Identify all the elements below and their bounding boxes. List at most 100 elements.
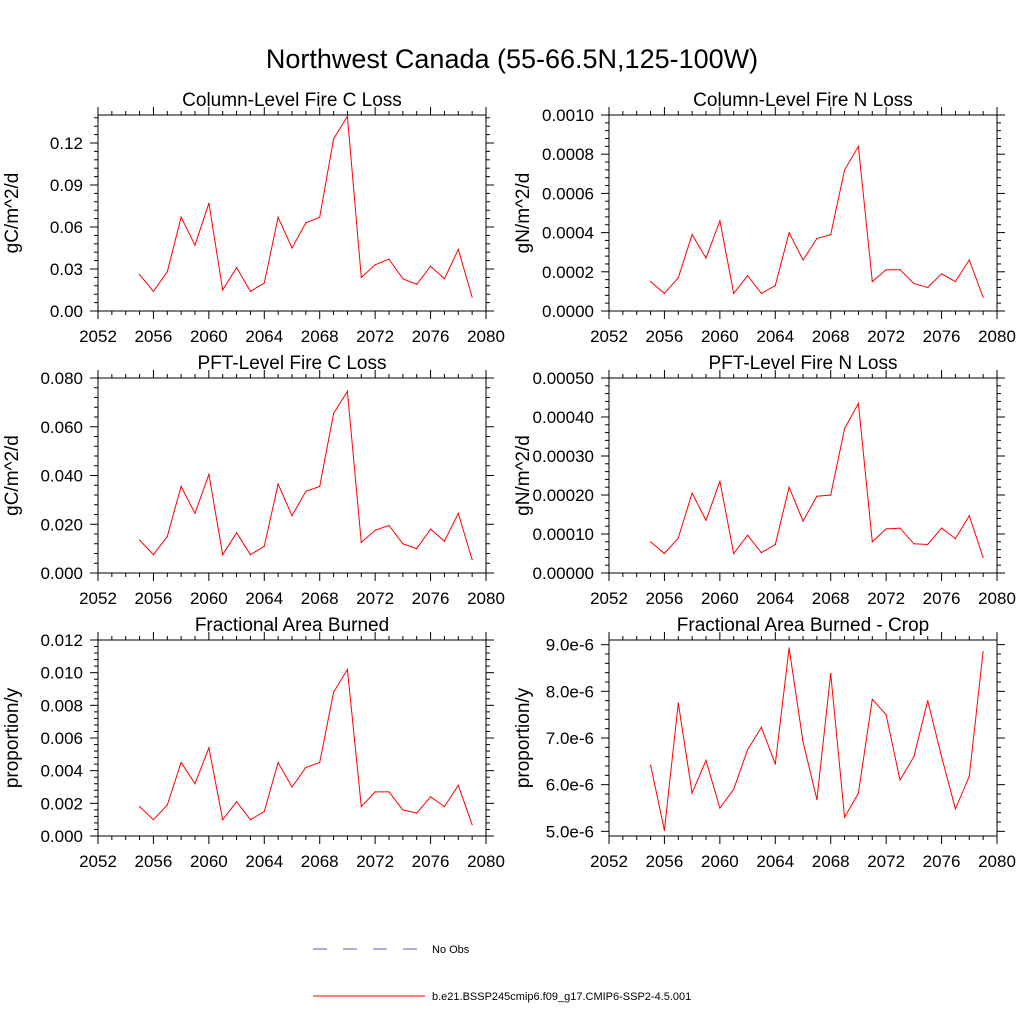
data-point — [774, 284, 776, 287]
x-tick-label: 2068 — [301, 852, 339, 871]
data-point — [927, 543, 929, 546]
panels: Column-Level Fire C Loss gC/m^2/d 2052 2056… — [2, 90, 1016, 871]
y-tick-label: 0.00000 — [533, 564, 594, 583]
data-point — [277, 761, 279, 764]
panel-title: Column-Level Fire N Loss — [693, 90, 913, 111]
x-tick-label: 2080 — [978, 852, 1016, 871]
data-point — [235, 801, 238, 803]
x-tick-label: 2060 — [701, 327, 739, 346]
panel-5: Fractional Area Burned proportion/y 2052 20… — [2, 615, 505, 871]
x-tick-label: 2064 — [245, 327, 283, 346]
x-tick-label: 2080 — [467, 852, 505, 871]
data-point — [416, 548, 418, 550]
data-point — [871, 281, 873, 283]
data-point — [471, 823, 473, 826]
data-point — [166, 535, 168, 538]
panel-6: Fractional Area Burned - Crop proportion/… — [513, 615, 1016, 871]
y-tick-label: 0.09 — [50, 176, 83, 195]
x-tick-label: 2076 — [923, 327, 961, 346]
data-point — [719, 220, 721, 222]
data-point — [402, 278, 404, 280]
data-point — [857, 145, 860, 147]
y-tick-label: 0.12 — [50, 134, 83, 153]
data-point — [360, 806, 362, 808]
plot-frame — [97, 639, 487, 837]
x-tick-label: 2064 — [756, 852, 794, 871]
data-point — [871, 698, 873, 700]
data-point — [843, 169, 846, 171]
y-tick-label: 0.080 — [40, 369, 83, 388]
y-tick-label: 0.0006 — [542, 184, 594, 203]
x-tick-label: 2068 — [812, 589, 850, 608]
y-axis-label: gC/m^2/d — [2, 173, 23, 254]
data-point — [816, 237, 818, 240]
y-tick-label: 0.06 — [50, 218, 83, 237]
data-point — [249, 290, 252, 292]
data-point — [416, 283, 418, 285]
data-point — [691, 792, 693, 794]
data-point — [940, 273, 943, 275]
panel-1: Column-Level Fire C Loss gC/m^2/d 2052 2056… — [2, 90, 505, 346]
data-point — [180, 216, 182, 218]
data-point — [180, 761, 182, 764]
data-point — [291, 515, 293, 517]
data-point — [263, 545, 265, 547]
data-point — [857, 792, 860, 794]
x-tick-label: 2080 — [978, 589, 1016, 608]
x-tick-label: 2068 — [301, 589, 339, 608]
data-point — [954, 808, 957, 810]
data-point — [663, 829, 666, 832]
series-line — [650, 647, 984, 831]
data-point — [649, 281, 652, 283]
data-point — [263, 810, 265, 813]
y-tick-label: 0.03 — [50, 260, 83, 279]
data-point — [374, 529, 376, 531]
data-point — [954, 538, 957, 540]
data-point — [719, 480, 721, 482]
plot-frame — [608, 377, 998, 574]
series-line — [139, 114, 473, 298]
data-point — [968, 515, 970, 517]
data-point — [733, 552, 735, 555]
data-point — [291, 786, 293, 788]
data-point — [194, 512, 196, 514]
data-point — [830, 233, 832, 236]
y-tick-label: 0.020 — [40, 515, 83, 534]
x-tick-label: 2056 — [646, 589, 684, 608]
data-point — [374, 791, 376, 793]
x-tick-label: 2052 — [590, 852, 628, 871]
data-point — [830, 494, 832, 496]
y-tick-label: 5.0e-6 — [546, 822, 594, 841]
y-tick-label: 0.0002 — [542, 263, 594, 282]
x-tick-label: 2064 — [756, 589, 794, 608]
data-point — [346, 668, 349, 671]
data-point — [222, 554, 224, 556]
data-point — [857, 402, 860, 404]
x-tick-label: 2072 — [867, 852, 905, 871]
data-point — [746, 275, 749, 277]
panel-title: Column-Level Fire C Loss — [182, 90, 402, 111]
x-tick-label: 2072 — [356, 852, 394, 871]
x-tick-label: 2056 — [646, 852, 684, 871]
panel-3: PFT-Level Fire C Loss gC/m^2/d 2052 2056 206… — [2, 353, 505, 608]
data-point — [443, 806, 446, 808]
data-point — [457, 248, 459, 250]
x-tick-label: 2072 — [867, 327, 905, 346]
x-tick-label: 2072 — [867, 589, 905, 608]
data-point — [291, 247, 293, 249]
x-tick-label: 2076 — [412, 327, 450, 346]
data-point — [705, 519, 707, 521]
y-axis-label: gN/m^2/d — [513, 435, 534, 516]
data-point — [152, 554, 155, 556]
data-point — [222, 289, 224, 291]
data-point — [663, 292, 666, 294]
data-point — [719, 807, 721, 809]
data-point — [138, 274, 141, 276]
x-tick-label: 2056 — [135, 589, 173, 608]
data-point — [913, 543, 915, 545]
x-tick-label: 2052 — [79, 852, 117, 871]
plot-frame — [608, 114, 998, 312]
data-point — [899, 779, 901, 781]
x-tick-label: 2068 — [812, 852, 850, 871]
data-point — [360, 276, 362, 278]
